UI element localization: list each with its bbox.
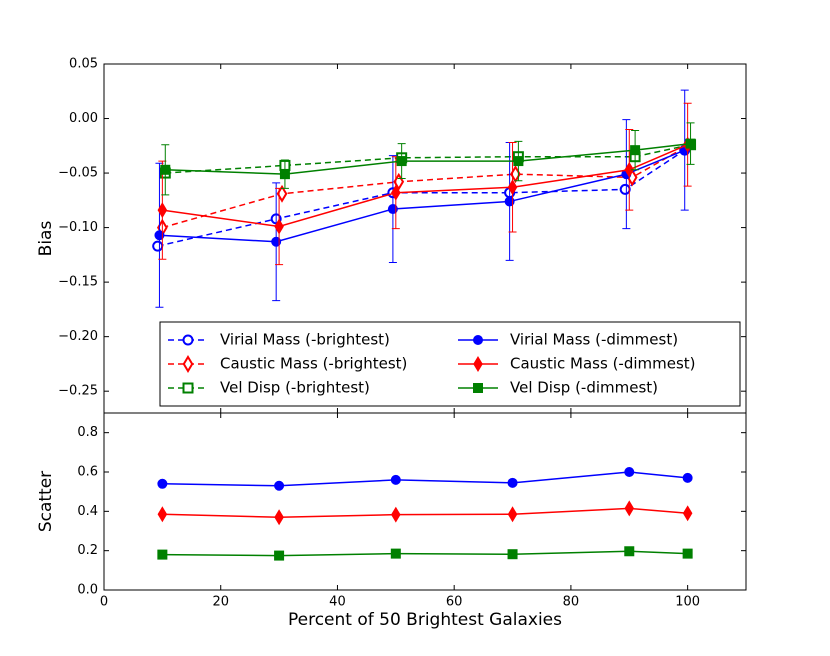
legend-label: Virial Mass (-brightest) (220, 331, 390, 349)
series-line (162, 144, 688, 228)
data-point (624, 161, 635, 178)
y-tick-label: 0.4 (77, 504, 98, 519)
data-point (682, 505, 693, 522)
data-point (504, 196, 515, 207)
series-line (162, 471, 688, 487)
data-point (619, 183, 631, 195)
data-point (507, 549, 518, 560)
data-point (391, 184, 401, 201)
data-point (507, 506, 518, 523)
y-tick-label: 0.6 (77, 465, 98, 480)
x-tick-label: 60 (446, 595, 463, 610)
y-tick-label: −0.10 (58, 220, 98, 235)
data-point (390, 548, 401, 559)
data-point (274, 480, 285, 491)
data-point (157, 478, 168, 489)
data-point (513, 156, 524, 167)
data-point (279, 169, 290, 180)
series-line (165, 142, 691, 175)
data-point (507, 179, 518, 196)
data-point (624, 500, 635, 517)
data-point (154, 230, 165, 241)
y-tick-label: −0.20 (58, 329, 98, 344)
x-tick-label: 0 (100, 595, 108, 610)
legend-marker (473, 383, 483, 393)
y-tick-label: 0.0 (77, 583, 98, 598)
y-axis-label: Bias (36, 221, 56, 257)
data-point (274, 509, 284, 526)
series-line (162, 145, 689, 229)
data-point (624, 546, 635, 557)
plot-area (103, 412, 747, 591)
data-point (685, 138, 696, 149)
series-line (165, 143, 691, 174)
legend-marker (473, 356, 483, 372)
legend-marker (473, 335, 483, 345)
legend-label: Vel Disp (-brightest) (220, 379, 370, 397)
data-point (630, 145, 641, 156)
y-tick-label: −0.15 (58, 275, 98, 290)
y-tick-label: 0.05 (69, 57, 98, 72)
data-point (507, 477, 518, 488)
data-point (391, 506, 401, 523)
y-tick-label: −0.25 (58, 384, 98, 399)
data-point (624, 467, 635, 477)
y-tick-label: 0.2 (77, 543, 98, 558)
data-point (390, 474, 401, 485)
y-tick-label: 0.8 (77, 425, 98, 440)
data-point (682, 548, 693, 559)
data-point (271, 236, 282, 247)
legend-label: Virial Mass (-dimmest) (510, 331, 678, 349)
legend-marker (182, 382, 194, 394)
data-point (157, 549, 168, 560)
data-point (274, 550, 285, 561)
data-point (157, 202, 168, 219)
data-point (152, 240, 164, 252)
x-tick-label: 40 (329, 595, 346, 610)
data-point (396, 156, 407, 167)
legend-label: Vel Disp (-dimmest) (510, 379, 658, 397)
series-line (162, 507, 688, 518)
data-point (387, 204, 398, 215)
legend (159, 321, 741, 407)
x-tick-label: 20 (212, 595, 229, 610)
y-axis-label: Scatter (36, 471, 56, 532)
data-point (157, 506, 168, 523)
x-axis-label: Percent of 50 Brightest Galaxies (288, 610, 562, 630)
data-point (160, 164, 171, 175)
data-point (682, 472, 693, 483)
legend-label: Caustic Mass (-brightest) (220, 355, 407, 373)
x-tick-label: 100 (675, 595, 700, 610)
legend-label: Caustic Mass (-dimmest) (510, 355, 696, 373)
y-tick-label: −0.05 (58, 166, 98, 181)
series-line (157, 149, 686, 247)
y-tick-label: 0.00 (69, 111, 98, 126)
series-line (162, 550, 688, 557)
data-point (274, 218, 284, 235)
legend-marker (182, 355, 194, 373)
x-tick-label: 80 (563, 595, 580, 610)
legend-marker (182, 334, 194, 346)
